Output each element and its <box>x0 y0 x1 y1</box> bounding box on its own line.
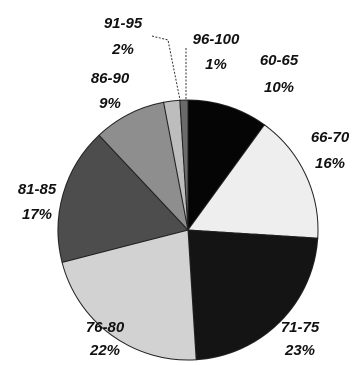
pie-slice-81-85 <box>57 134 189 263</box>
pie-slice-71-75 <box>187 229 319 361</box>
slice-value-86-90: 9% <box>99 95 121 112</box>
slice-label-81-85: 81-85 <box>18 181 57 198</box>
slice-value-60-65: 10% <box>264 79 294 96</box>
slice-value-76-80: 22% <box>89 342 120 359</box>
pie-slice-66-70 <box>187 124 319 239</box>
slice-value-71-75: 23% <box>284 342 315 359</box>
label-leaders <box>151 35 187 101</box>
slice-label-91-95: 91-95 <box>104 15 143 32</box>
slice-label-60-65: 60-65 <box>260 52 299 69</box>
slice-label-66-70: 66-70 <box>311 129 350 146</box>
slice-label-76-80: 76-80 <box>86 319 125 336</box>
slice-value-66-70: 16% <box>315 155 345 172</box>
slice-value-91-95: 2% <box>111 41 134 58</box>
slice-label-96-100: 96-100 <box>193 31 240 48</box>
pie-slice-76-80 <box>61 229 197 361</box>
slice-label-86-90: 86-90 <box>91 70 130 87</box>
slice-label-71-75: 71-75 <box>281 319 320 336</box>
pie-slice-60-65 <box>187 99 266 232</box>
pie-slice-96-100 <box>179 99 189 231</box>
slice-labels: 60-65 10% 66-70 16% 71-75 23% 76-80 22% 81-85 17%… <box>18 15 350 359</box>
slice-value-96-100: 1% <box>205 56 227 73</box>
leader-line-91-95 <box>151 35 181 101</box>
pie-slices <box>57 99 319 361</box>
slice-value-81-85: 17% <box>22 206 52 223</box>
